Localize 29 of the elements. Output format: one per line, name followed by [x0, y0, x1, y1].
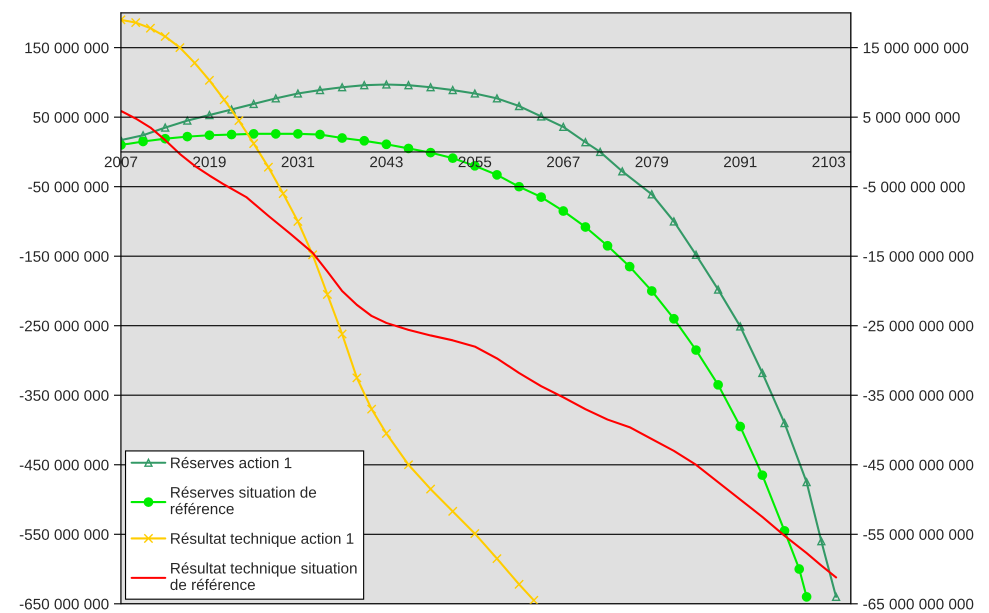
y2-tick-label: -45 000 000 000	[863, 460, 974, 470]
y2-tick-label: -5 000 000 000	[863, 182, 965, 192]
x-tick-label: 2091	[724, 156, 756, 168]
y2-tick-label: 15 000 000 000	[864, 42, 968, 54]
y2-tick-label: 5 000 000 000	[863, 112, 960, 123]
x-tick-label: 2043	[370, 156, 403, 168]
y-tick-label: -50 000 000	[28, 182, 109, 192]
y2-tick-label: -25 000 000 000	[863, 320, 974, 332]
y-tick-label: -550 000 000	[20, 529, 109, 540]
y-tick-label: -650 000 000	[20, 598, 109, 610]
y-tick-label: 150 000 000	[25, 42, 109, 54]
y2-tick-label: -65 000 000 000	[863, 598, 974, 610]
x-tick-label: 2031	[282, 156, 314, 168]
legend-label: Résultat technique situation de référence	[170, 562, 357, 590]
legend-label: Réserves action 1	[171, 456, 292, 468]
legend-label: Réserves situation de référence	[170, 486, 316, 514]
x-tick-label: 2103	[812, 156, 846, 168]
y2-tick-label: -15 000 000 000	[863, 251, 974, 262]
y-tick-label: 50 000 000	[33, 112, 109, 123]
x-tick-label: 2079	[636, 156, 668, 168]
y-tick-label: -250 000 000	[20, 320, 109, 332]
y2-tick-label: -55 000 000 000	[863, 529, 974, 540]
y-tick-label: -450 000 000	[20, 460, 109, 470]
y2-tick-label: -35 000 000 000	[863, 390, 974, 401]
y-tick-label: -350 000 000	[20, 390, 109, 401]
legend-label: Résultat technique action 1	[171, 532, 354, 547]
y-tick-label: -150 000 000	[20, 251, 109, 262]
x-tick-label: 2019	[193, 156, 226, 168]
x-tick-label: 2067	[547, 156, 580, 168]
